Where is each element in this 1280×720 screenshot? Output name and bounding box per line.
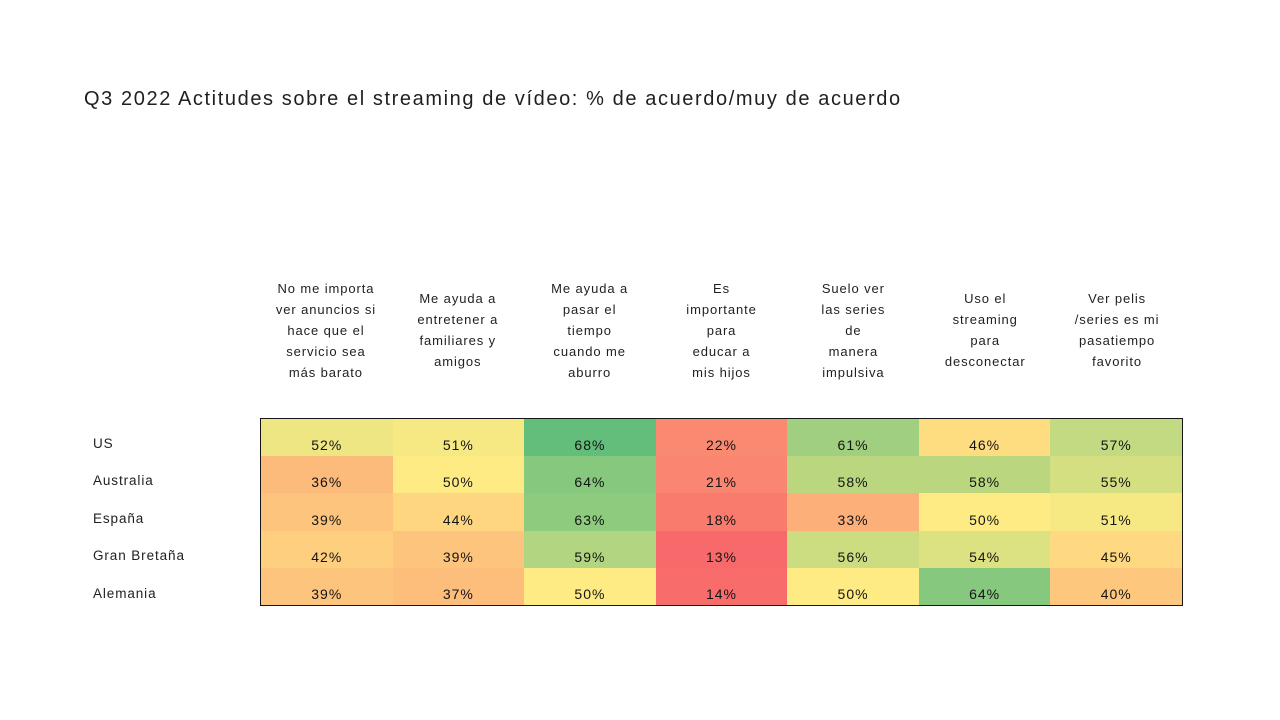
heatmap-cell: 37% xyxy=(392,567,525,605)
heatmap-cell: 52% xyxy=(261,419,393,457)
heatmap-cell: 40% xyxy=(1050,567,1182,605)
heatmap-cell: 63% xyxy=(524,493,656,531)
heatmap-cell: 54% xyxy=(918,530,1051,568)
heatmap-cell: 18% xyxy=(655,493,788,531)
heatmap-cell: 39% xyxy=(261,567,393,605)
heatmap-grid: 52% 51% 68% 22% 61% 46% 57% 36% 50% 64% 21% 58% 58% 5… xyxy=(260,418,1183,606)
heatmap-cell: 58% xyxy=(787,456,919,494)
row-labels: US Australia España Gran Bretaña Alemania xyxy=(93,418,258,606)
heatmap-cell: 50% xyxy=(392,456,525,494)
row-label-4: Gran Bretaña xyxy=(93,548,185,564)
heatmap-cell: 13% xyxy=(655,530,788,568)
heatmap-cell: 33% xyxy=(787,493,919,531)
column-header-5: Suelo ver las series de manera impulsiva xyxy=(821,280,886,380)
heatmap-cell: 22% xyxy=(655,419,788,457)
row-label-5: Alemania xyxy=(93,585,157,601)
heatmap-cell: 39% xyxy=(392,530,525,568)
heatmap-cell: 50% xyxy=(524,567,656,605)
heatmap-cell: 14% xyxy=(655,567,788,605)
column-header-2: Me ayuda a entretener a familiares y ami… xyxy=(417,291,499,369)
heatmap-cell: 46% xyxy=(918,419,1051,457)
heatmap-cell: 44% xyxy=(392,493,525,531)
heatmap-cell: 50% xyxy=(918,493,1051,531)
heatmap-cell: 51% xyxy=(392,419,525,457)
heatmap-cell: 51% xyxy=(1050,493,1182,531)
heatmap-cell: 56% xyxy=(787,530,919,568)
heatmap-cell: 57% xyxy=(1050,419,1182,457)
row-label-3: España xyxy=(93,510,145,526)
heatmap-cell: 58% xyxy=(918,456,1051,494)
row-label-1: US xyxy=(93,435,114,451)
heatmap-cell: 64% xyxy=(524,456,656,494)
column-header-7: Ver pelis /series es mi pasatiempo favor… xyxy=(1074,291,1160,369)
heatmap-cell: 64% xyxy=(918,567,1051,605)
heatmap-cell: 42% xyxy=(261,530,393,568)
column-header-1: No me importa ver anuncios si hace que e… xyxy=(275,280,377,380)
column-header-6: Uso el streaming para desconectar xyxy=(944,291,1026,369)
row-label-2: Australia xyxy=(93,473,154,489)
heatmap-cell: 50% xyxy=(787,567,919,605)
heatmap-cell: 55% xyxy=(1050,456,1182,494)
heatmap-cell: 61% xyxy=(787,419,919,457)
column-headers: No me importa ver anuncios si hace que e… xyxy=(260,271,1183,389)
column-header-4: Es importante para educar a mis hijos xyxy=(686,280,757,380)
heatmap-cell: 36% xyxy=(261,456,393,494)
column-header-3: Me ayuda a pasar el tiempo cuando me abu… xyxy=(551,280,629,380)
heatmap-cell: 68% xyxy=(524,419,656,457)
heatmap-cell: 39% xyxy=(261,493,393,531)
heatmap-cell: 45% xyxy=(1050,530,1182,568)
heatmap-cell: 21% xyxy=(655,456,788,494)
heatmap-cell: 59% xyxy=(524,530,656,568)
chart-title: Q3 2022 Actitudes sobre el streaming de … xyxy=(84,88,902,110)
